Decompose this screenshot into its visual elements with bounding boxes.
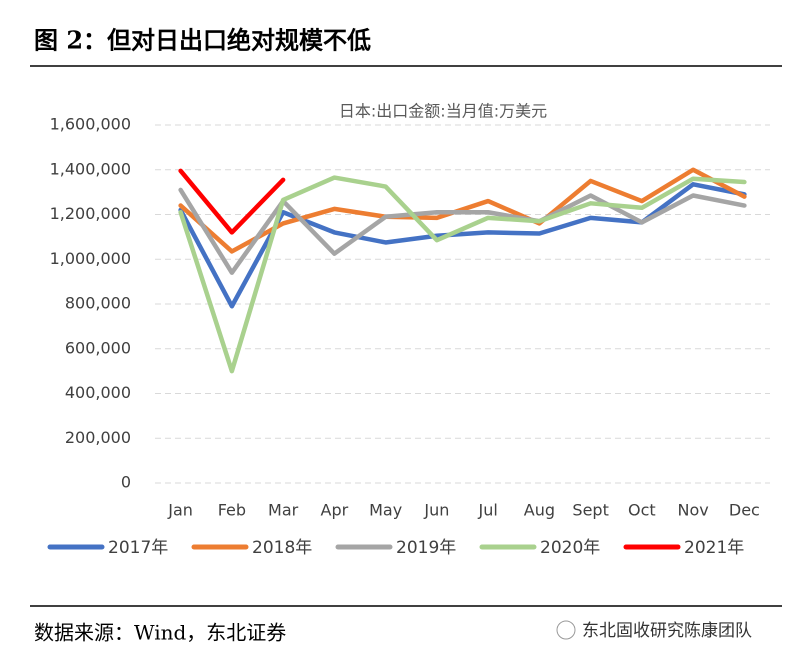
legend-label: 2021年: [684, 538, 744, 558]
y-tick-label: 1,200,000: [50, 204, 131, 223]
y-tick-label: 1,600,000: [50, 115, 131, 134]
legend-label: 2018年: [252, 538, 312, 558]
chart-title: 日本:出口金额:当月值:万美元: [339, 102, 547, 121]
x-tick-label: Jun: [423, 501, 449, 520]
y-tick-label: 1,400,000: [50, 159, 131, 178]
x-tick-label: Jan: [167, 501, 193, 520]
x-tick-label: Oct: [628, 501, 656, 520]
watermark-icon: [556, 620, 576, 640]
x-tick-label: Feb: [218, 501, 246, 520]
x-tick-label: Sept: [572, 501, 608, 520]
x-tick-label: Mar: [268, 501, 299, 520]
series-line: [178, 182, 747, 309]
y-tick-label: 600,000: [65, 338, 131, 357]
y-tick-label: 1,000,000: [50, 249, 131, 268]
figure-title: 图 2：但对日出口绝对规模不低: [34, 26, 371, 55]
watermark: 东北固收研究陈康团队: [582, 621, 752, 641]
series-line: [178, 187, 747, 275]
x-tick-label: Dec: [729, 501, 760, 520]
legend-label: 2017年: [108, 538, 168, 558]
x-tick-label: Nov: [678, 501, 709, 520]
y-tick-label: 400,000: [65, 383, 131, 402]
x-tick-label: May: [369, 501, 402, 520]
y-tick-label: 200,000: [65, 428, 131, 447]
x-tick-label: Apr: [321, 501, 349, 520]
plot: 0 200,000 400,000 600,000 800,000 1,000,000 1,…: [47, 115, 770, 558]
legend-label: 2019年: [396, 538, 456, 558]
y-tick-label: 800,000: [65, 294, 131, 313]
legend-label: 2020年: [540, 538, 600, 558]
x-tick-label: Jul: [477, 501, 497, 520]
y-tick-label: 0: [121, 473, 131, 492]
series-line: [178, 168, 286, 235]
x-tick-label: Aug: [524, 501, 555, 520]
series-line: [178, 175, 747, 374]
source: 数据来源：Wind，东北证券: [34, 621, 286, 645]
